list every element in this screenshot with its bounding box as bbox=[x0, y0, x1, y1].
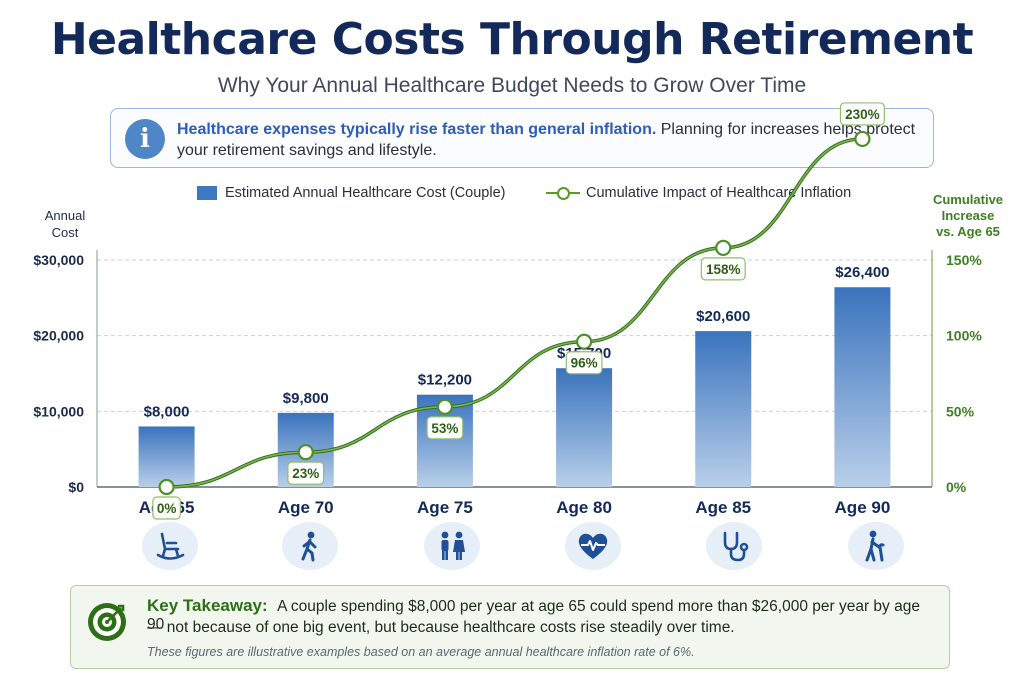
target-icon bbox=[88, 603, 126, 641]
x-tick-label: Age 85 bbox=[695, 498, 751, 517]
bar bbox=[138, 426, 195, 487]
rocking-chair-icon bbox=[142, 522, 198, 570]
line-value-box bbox=[565, 351, 603, 375]
bar-value-label: $12,200 bbox=[418, 372, 472, 389]
line-value-label: 53% bbox=[431, 421, 458, 436]
line-value-label: 23% bbox=[292, 466, 319, 481]
line-value-box bbox=[426, 416, 464, 440]
y-axis-right-title-line3: vs. Age 65 bbox=[936, 224, 1000, 239]
info-callout: i Healthcare expenses typically rise fas… bbox=[110, 108, 934, 168]
elderly-cane-icon bbox=[848, 522, 904, 570]
legend-line-swatch bbox=[546, 186, 580, 200]
key-takeaway-box: Key Takeaway: A couple spending $8,000 p… bbox=[70, 585, 950, 669]
series-line-shadow bbox=[164, 137, 865, 489]
legend-line-label: Cumulative Impact of Healthcare Inflatio… bbox=[586, 185, 852, 201]
x-tick-label: Age 90 bbox=[835, 498, 891, 517]
x-tick-label: Age 80 bbox=[556, 498, 612, 517]
line-point bbox=[297, 444, 314, 461]
line-value-box bbox=[152, 496, 181, 520]
y-tick-left: $20,000 bbox=[33, 328, 84, 344]
x-tick-label: Age 75 bbox=[417, 498, 473, 517]
bar-value-label: $26,400 bbox=[835, 264, 889, 281]
takeaway-line-2: — not because of one big event, but beca… bbox=[147, 619, 735, 636]
bar bbox=[834, 287, 891, 487]
y-axis-right-title-line1: Cumulative bbox=[932, 192, 1004, 207]
x-tick-label: Age 70 bbox=[278, 498, 334, 517]
y-axis-left-title-line2: Cost bbox=[51, 225, 79, 240]
chart-legend: Estimated Annual Healthcare Cost (Couple… bbox=[0, 185, 1024, 205]
page-title: Healthcare Costs Through Retirement bbox=[50, 14, 974, 65]
heart-pulse-icon bbox=[565, 522, 621, 570]
y-tick-left: $30,000 bbox=[33, 252, 84, 268]
stethoscope-icon bbox=[706, 522, 762, 570]
line-point bbox=[854, 130, 871, 148]
takeaway-note: These figures are illustrative examples … bbox=[147, 645, 695, 659]
couple-icon bbox=[424, 522, 480, 570]
line-point bbox=[715, 239, 732, 256]
line-value-label: 158% bbox=[706, 262, 741, 277]
y-tick-right: 150% bbox=[946, 252, 982, 268]
line-value-box bbox=[287, 461, 325, 485]
line-value-label: 230% bbox=[845, 107, 880, 122]
legend-bar-label: Estimated Annual Healthcare Cost (Couple… bbox=[225, 185, 506, 201]
line-point bbox=[436, 398, 454, 415]
y-axis-left-title-line1: Annual bbox=[44, 208, 86, 223]
line-value-box bbox=[839, 102, 885, 126]
bar bbox=[556, 368, 613, 487]
bar-value-label: $8,000 bbox=[144, 403, 190, 420]
bar bbox=[695, 331, 752, 487]
line-value-label: 0% bbox=[157, 501, 177, 516]
info-icon: i bbox=[125, 119, 165, 159]
takeaway-text-1: A couple spending $8,000 per year at age… bbox=[147, 598, 920, 633]
y-tick-right: 0% bbox=[946, 479, 967, 495]
y-tick-right: 100% bbox=[946, 328, 982, 344]
legend-item-line: Cumulative Impact of Healthcare Inflatio… bbox=[546, 185, 851, 201]
line-point bbox=[158, 478, 175, 496]
takeaway-line-1: Key Takeaway: A couple spending $8,000 p… bbox=[147, 596, 937, 634]
y-tick-right: 50% bbox=[946, 403, 975, 419]
y-axis-left-title: Annual Cost bbox=[30, 207, 100, 241]
line-value-box bbox=[700, 257, 746, 281]
bar-value-label: $9,800 bbox=[283, 390, 329, 407]
line-point bbox=[575, 333, 593, 350]
line-value-label: 96% bbox=[571, 356, 598, 371]
y-axis-right-title-line2: Increase bbox=[941, 208, 995, 223]
walking-person-icon bbox=[282, 522, 338, 570]
series-line bbox=[166, 138, 863, 488]
bar-value-label: $20,600 bbox=[696, 308, 750, 325]
legend-bar-swatch bbox=[197, 186, 217, 200]
info-highlight: Healthcare expenses typically rise faste… bbox=[177, 121, 657, 138]
page-subtitle: Why Your Annual Healthcare Budget Needs … bbox=[217, 74, 807, 97]
y-axis-right-title: Cumulative Increase vs. Age 65 bbox=[918, 192, 1018, 240]
y-tick-left: $0 bbox=[68, 479, 84, 495]
legend-item-bar: Estimated Annual Healthcare Cost (Couple… bbox=[197, 185, 505, 201]
takeaway-heading: Key Takeaway: bbox=[147, 596, 268, 615]
y-tick-left: $10,000 bbox=[33, 403, 84, 419]
